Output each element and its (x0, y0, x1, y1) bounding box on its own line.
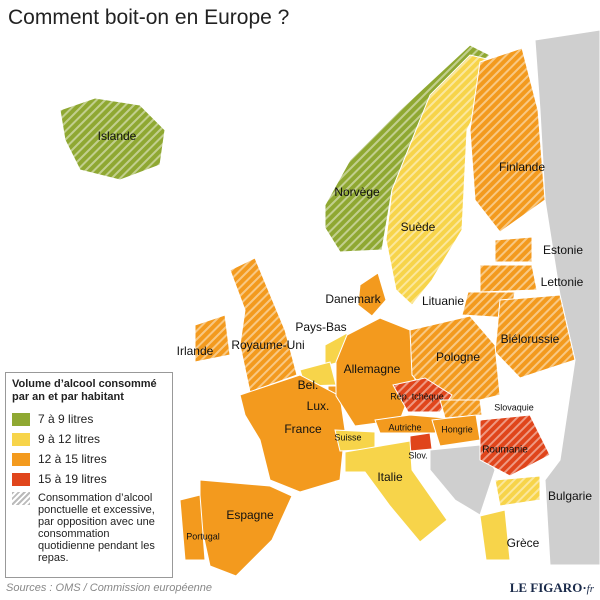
legend-label: 7 à 9 litres (38, 412, 94, 426)
sources: Sources : OMS / Commission européenne (6, 582, 213, 594)
legend-label: 9 à 12 litres (38, 432, 101, 446)
country-label: Lituanie (422, 294, 464, 308)
title: Comment boit-on en Europe ? (8, 6, 290, 29)
country-hatch (325, 45, 490, 252)
legend-label: 12 à 15 litres (38, 452, 107, 466)
country-hatch (60, 98, 165, 180)
country-label: Estonie (543, 243, 583, 257)
country-label: Hongrie (441, 424, 473, 434)
legend-item: 15 à 19 litres (12, 472, 166, 486)
country-label: Allemagne (344, 362, 401, 376)
country-label: Autriche (388, 422, 421, 432)
legend-hatch: Consommation d’alcool ponctuelle et exce… (12, 492, 166, 564)
country-label: Slov. (408, 450, 427, 460)
legend-item: 9 à 12 litres (12, 432, 166, 446)
country-label: Portugal (186, 531, 220, 541)
hatch-label: Consommation d’alcool ponctuelle et exce… (38, 492, 155, 564)
country-label: Irlande (177, 344, 214, 358)
legend-items: 7 à 9 litres 9 à 12 litres 12 à 15 litres 1… (12, 412, 166, 486)
country (179, 494, 206, 561)
hatch-swatch (12, 492, 30, 505)
country-label: Italie (377, 470, 403, 484)
country-label: Norvège (334, 185, 380, 199)
country-label: Biélorussie (501, 332, 560, 346)
country-label: Lux. (307, 399, 330, 413)
country-label: Bulgarie (548, 489, 592, 503)
logo-suffix: fr (586, 583, 594, 595)
country-hatch (470, 48, 545, 232)
country-label: Pologne (436, 350, 480, 364)
country-label: Bel. (298, 378, 319, 392)
country (357, 272, 387, 317)
country (409, 432, 433, 452)
country-label: France (284, 422, 322, 436)
country (239, 374, 346, 493)
country-label: Royaume-Uni (231, 338, 304, 352)
country (344, 440, 448, 543)
country-labels: Islande Norvège Suède Finlande Estonie Letton… (98, 129, 593, 550)
country-hatch (440, 400, 482, 418)
country-label: Grèce (507, 536, 540, 550)
country-label: Islande (98, 129, 137, 143)
legend-label: 15 à 19 litres (38, 472, 107, 486)
country-label: Suède (401, 220, 436, 234)
country-label: Roumanie (482, 445, 528, 456)
country-hatch (495, 237, 532, 262)
legend-title: Volume d’alcool consommé par an et par h… (12, 378, 157, 403)
country-label: Espagne (226, 508, 274, 522)
country-hatch (495, 476, 540, 506)
legend-swatch (12, 432, 30, 446)
country-label: Rép. tchèque (390, 391, 444, 401)
country-label: Slovaquie (494, 402, 534, 412)
country-label: Suisse (334, 432, 361, 442)
country-label: Pays-Bas (295, 320, 346, 334)
legend: Volume d’alcool consommé par an et par h… (5, 372, 173, 578)
country-hatch (480, 415, 550, 476)
legend-swatch (12, 472, 30, 486)
legend-item: 12 à 15 litres (12, 452, 166, 466)
country-label: Finlande (499, 160, 545, 174)
country-hatch (230, 258, 297, 392)
legend-swatch (12, 412, 30, 426)
country-hatch (480, 265, 537, 292)
country (199, 479, 293, 577)
country-hatch (393, 378, 452, 412)
logo-text: LE FIGARO (509, 580, 583, 595)
countries (59, 44, 576, 577)
legend-swatch (12, 452, 30, 466)
country-label: Danemark (325, 292, 381, 306)
country-hatch (195, 315, 230, 362)
country-hatch (495, 295, 575, 378)
country (479, 509, 511, 561)
legend-item: 7 à 9 litres (12, 412, 166, 426)
other-land (534, 29, 600, 566)
logo: LE FIGARO·fr (509, 580, 594, 595)
country-label: Lettonie (541, 275, 584, 289)
